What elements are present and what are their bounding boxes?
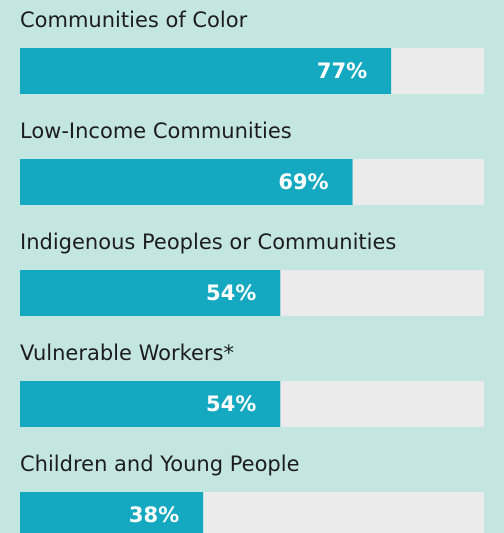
bar xyxy=(20,48,392,94)
bar xyxy=(20,381,281,427)
value-label: 54% xyxy=(206,392,256,416)
category-label: Vulnerable Workers* xyxy=(20,341,234,365)
category-label: Communities of Color xyxy=(20,8,248,32)
value-label: 69% xyxy=(278,170,328,194)
value-label: 38% xyxy=(129,503,179,527)
value-label: 77% xyxy=(317,59,367,83)
bar xyxy=(20,492,204,533)
category-label: Children and Young People xyxy=(20,452,300,476)
value-label: 54% xyxy=(206,281,256,305)
category-label: Indigenous Peoples or Communities xyxy=(20,230,396,254)
bar xyxy=(20,270,281,316)
bar xyxy=(20,159,353,205)
category-label: Low-Income Communities xyxy=(20,119,292,143)
